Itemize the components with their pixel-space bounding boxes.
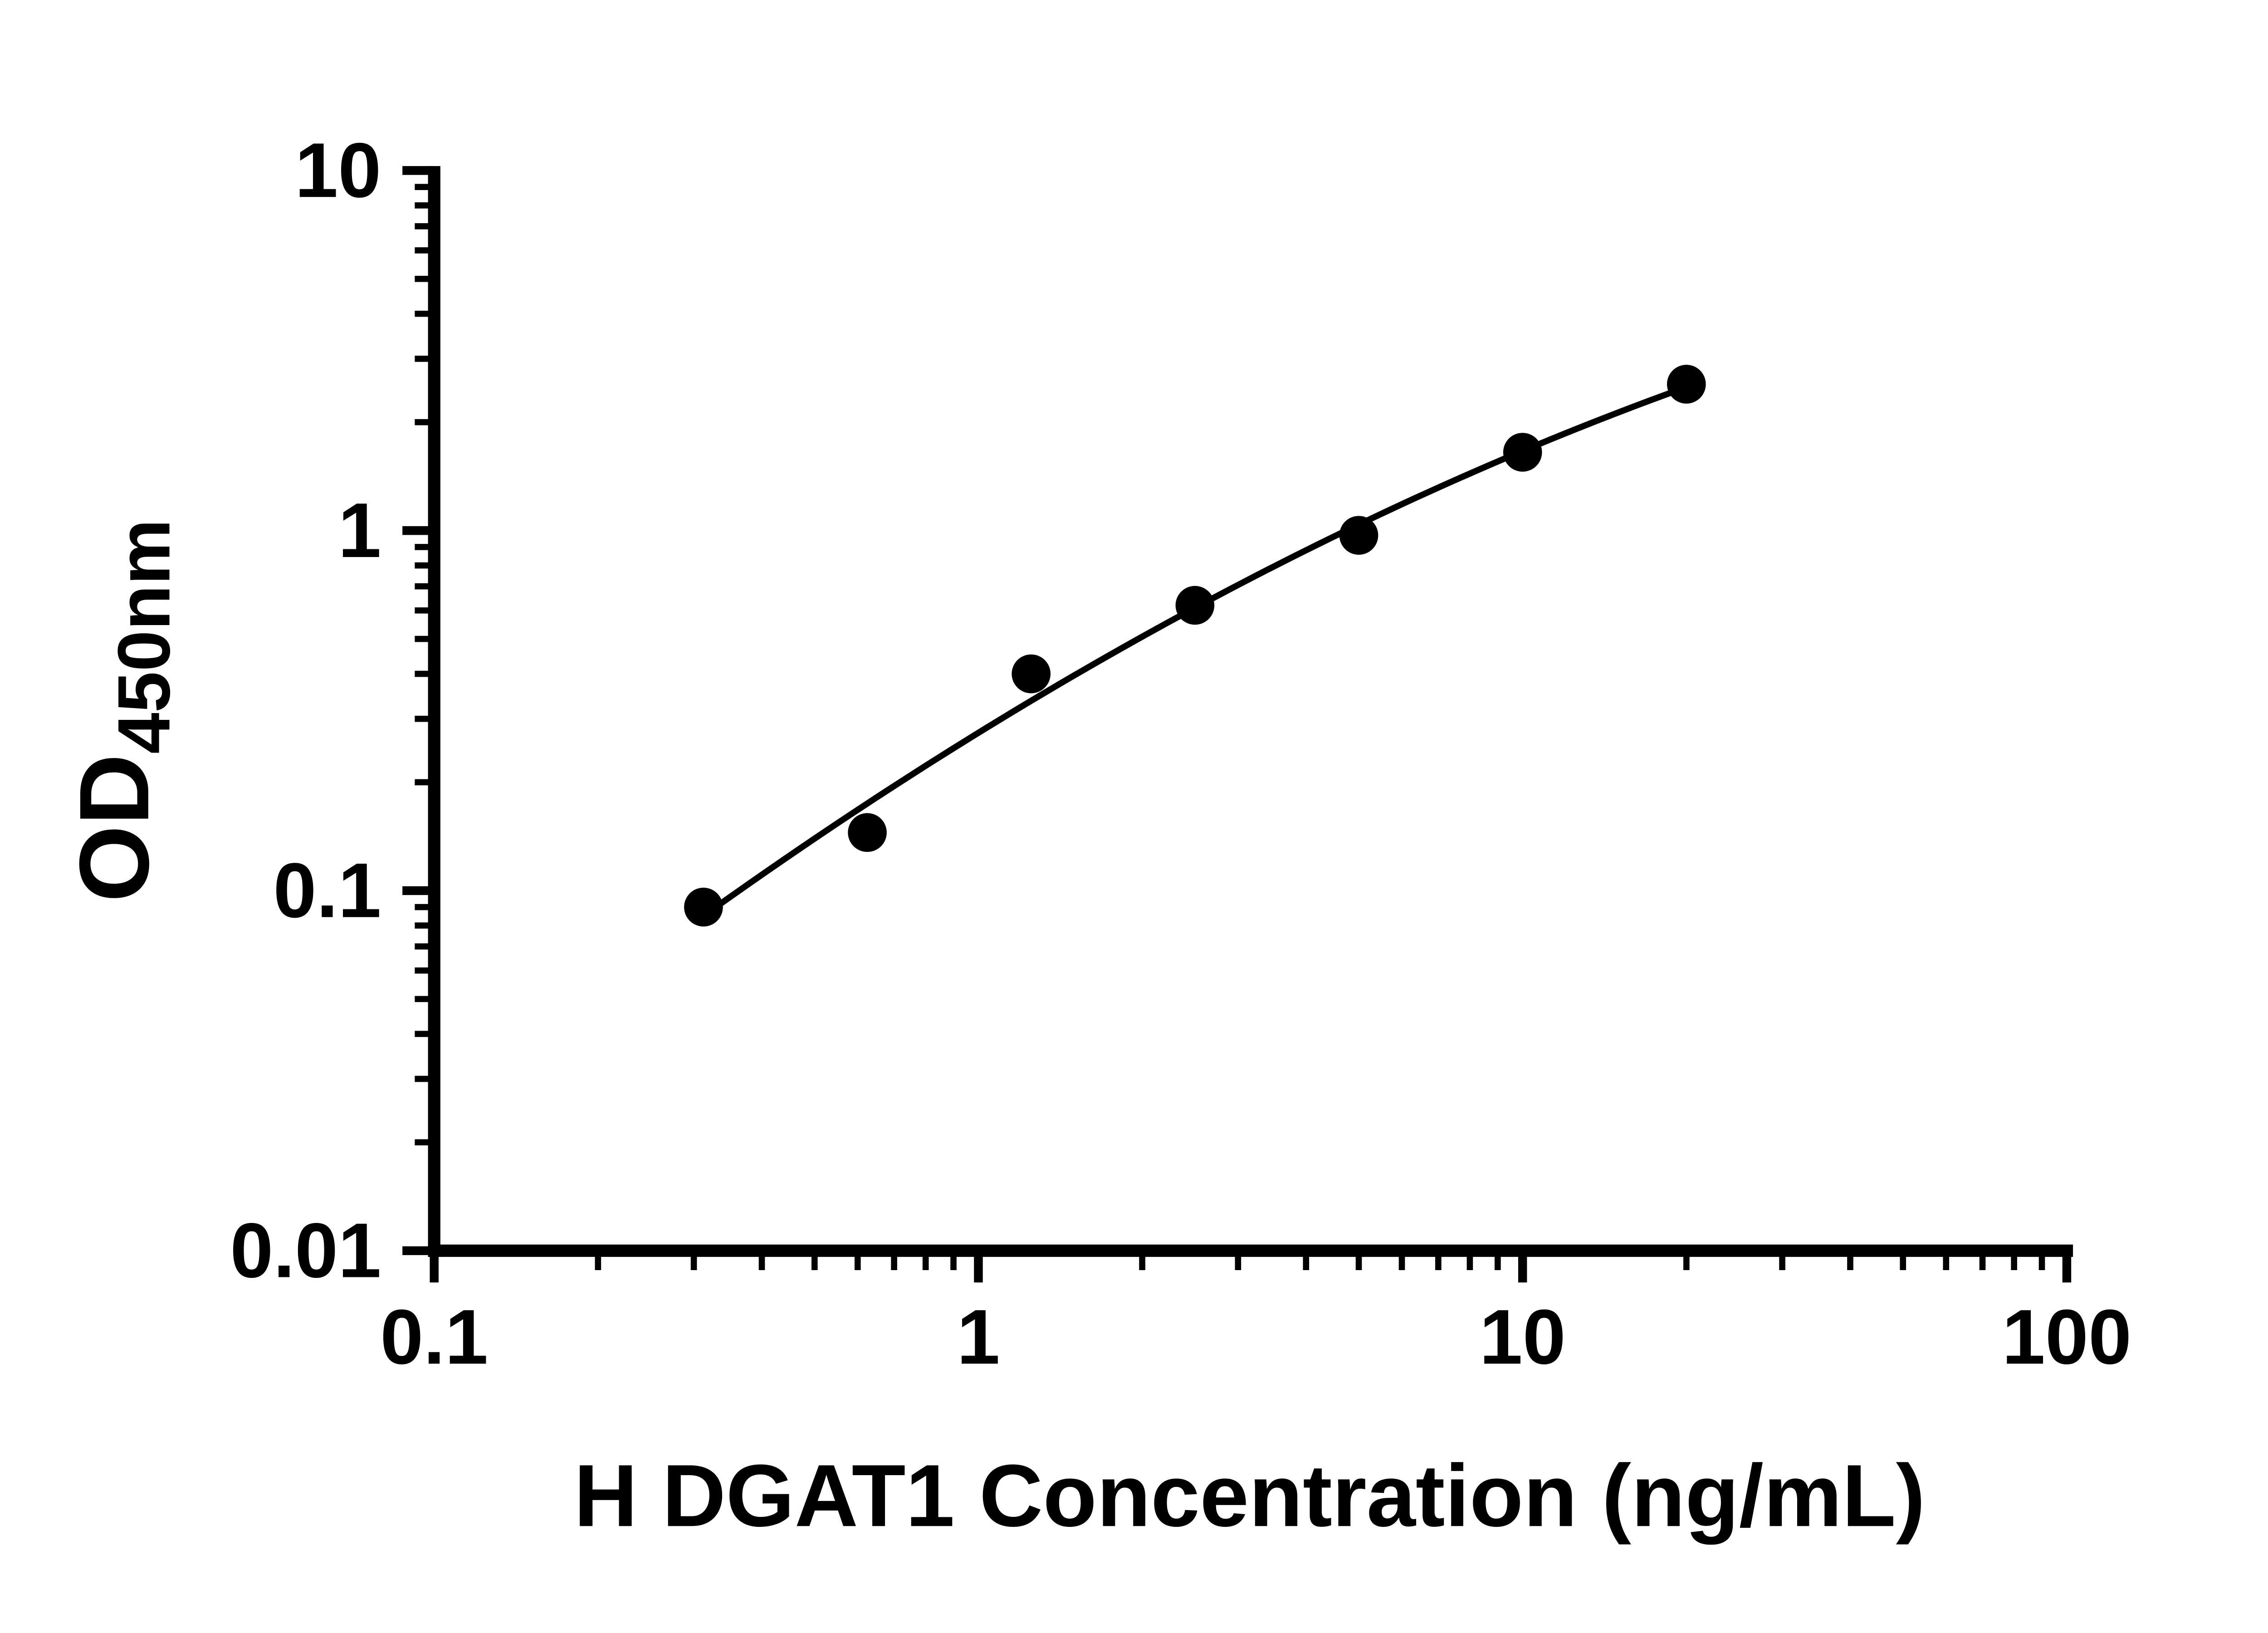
x-tick-label: 100 [2002,1294,2132,1380]
axes [428,166,2073,1257]
y-tick-label: 0.1 [273,847,381,934]
data-points [684,365,1706,927]
x-axis-title: H DGAT1 Concentration (ng/mL) [574,1447,1925,1545]
y-axis-title: OD450nm [59,519,186,902]
x-tick-label: 10 [1479,1294,1565,1380]
x-tick-label: 1 [957,1294,1000,1380]
data-point-marker [1339,516,1378,555]
data-point-marker [1175,586,1215,625]
data-point-marker [1503,433,1542,472]
y-axis-title-sub: 450nm [103,519,186,754]
data-point-marker [1667,365,1706,404]
data-point-marker [684,887,723,927]
y-tick-label: 10 [295,127,381,214]
axis-ticks [402,166,2072,1283]
y-tick-label: 0.01 [230,1208,381,1294]
y-tick-label: 1 [338,487,381,574]
y-axis-title-main: OD [59,754,170,902]
data-point-marker [1012,654,1051,694]
x-tick-label: 0.1 [380,1294,488,1380]
data-point-marker [848,813,887,852]
